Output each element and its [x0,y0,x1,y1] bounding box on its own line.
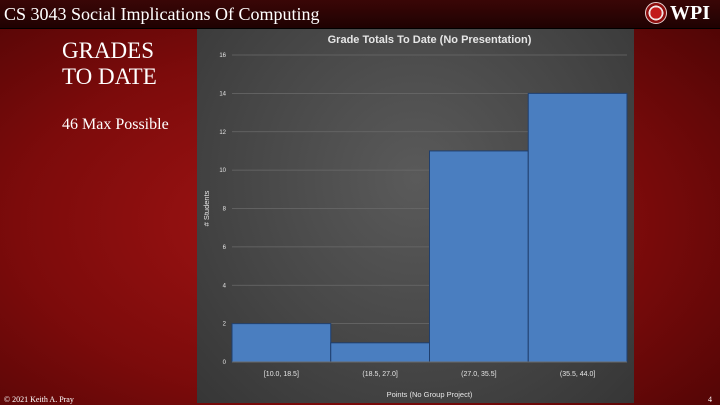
chart-panel: Grade Totals To Date (No Presentation) 0 2… [197,29,634,403]
title-bar: CS 3043 Social Implications Of Computing… [0,0,720,29]
y-tick-label: 12 [219,130,226,136]
bar [231,323,332,363]
x-tick-label: (35.5, 44.0] [560,371,595,378]
slide-heading-line1: GRADES [62,38,155,63]
y-tick-label: 14 [219,91,226,97]
slide-heading: GRADES TO DATE [62,38,157,90]
chart-title: Grade Totals To Date (No Presentation) [328,34,532,46]
course-title: CS 3043 Social Implications Of Computing [4,4,320,24]
copyright: © 2021 Keith A. Pray [4,395,74,404]
y-axis-label: # Students [202,190,211,226]
x-axis-label: Points (No Group Project) [387,390,473,399]
page-number: 4 [708,395,712,404]
wpi-seal-icon [645,2,667,24]
slide-subtext: 46 Max Possible [62,116,169,133]
y-tick-label: 10 [219,168,226,174]
logo-text: WPI [670,2,710,24]
x-tick-label: (18.5, 27.0] [362,371,397,378]
slide-heading-line2: TO DATE [62,64,157,89]
x-tick-label: [10.0, 18.5] [264,371,299,378]
wpi-logo: WPI [645,1,710,25]
y-tick-label: 8 [223,207,227,213]
y-tick-label: 2 [223,322,227,328]
y-tick-label: 6 [223,245,227,251]
y-tick-label: 4 [223,283,227,289]
bar [330,342,430,363]
y-tick-label: 0 [223,360,227,366]
bar [429,150,529,363]
x-tick-label: (27.0, 35.5] [461,371,496,378]
histogram-chart: Grade Totals To Date (No Presentation) 0 2… [202,34,628,399]
y-tick-label: 16 [219,53,226,59]
bar [527,92,628,363]
